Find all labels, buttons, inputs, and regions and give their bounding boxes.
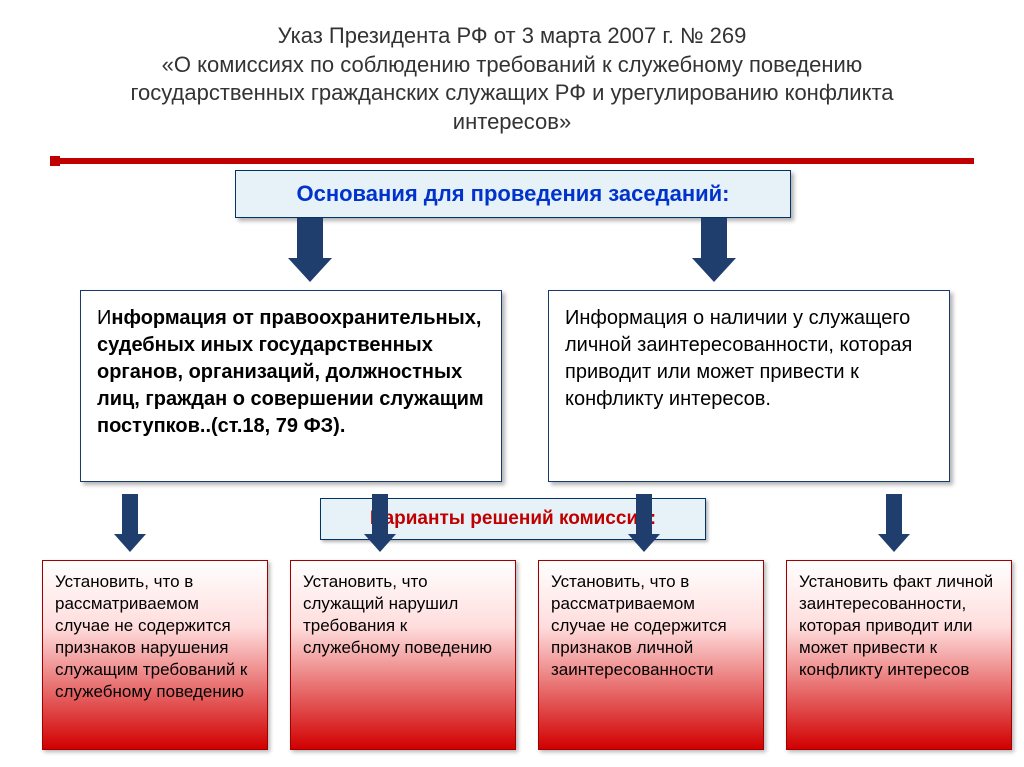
decision-box-4: Установить факт личной заинтересованност…: [786, 560, 1012, 750]
divider-rule: [50, 158, 974, 164]
header-box: Основания для проведения заседаний:: [235, 170, 791, 218]
decision-text-3: Установить, что в рассматриваемом случае…: [551, 572, 727, 679]
decision-box-2: Установить, что служащий нарушил требова…: [290, 560, 516, 750]
sub-header-text: Варианты решений комиссии:: [370, 508, 656, 530]
info-left-bold: нформация от правоохранительных, судебны…: [97, 307, 484, 437]
info-right-text: Информация о наличии у служащего личной …: [565, 307, 912, 410]
header-box-text: Основания для проведения заседаний:: [296, 181, 729, 207]
decision-box-1: Установить, что в рассматриваемом случае…: [42, 560, 268, 750]
title-line-1: Указ Президента РФ от 3 марта 2007 г. № …: [278, 23, 747, 48]
info-left-prefix: И: [97, 307, 111, 329]
page-title: Указ Президента РФ от 3 марта 2007 г. № …: [90, 22, 934, 136]
decision-text-4: Установить факт личной заинтересованност…: [799, 572, 993, 679]
decision-box-3: Установить, что в рассматриваемом случае…: [538, 560, 764, 750]
title-line-2: «О комиссиях по соблюдению требований к …: [130, 52, 893, 134]
decision-text-1: Установить, что в рассматриваемом случае…: [55, 572, 247, 701]
info-box-right: Информация о наличии у служащего личной …: [548, 290, 950, 482]
info-box-left: Информация от правоохранительных, судебн…: [80, 290, 502, 482]
decision-text-2: Установить, что служащий нарушил требова…: [303, 572, 492, 657]
